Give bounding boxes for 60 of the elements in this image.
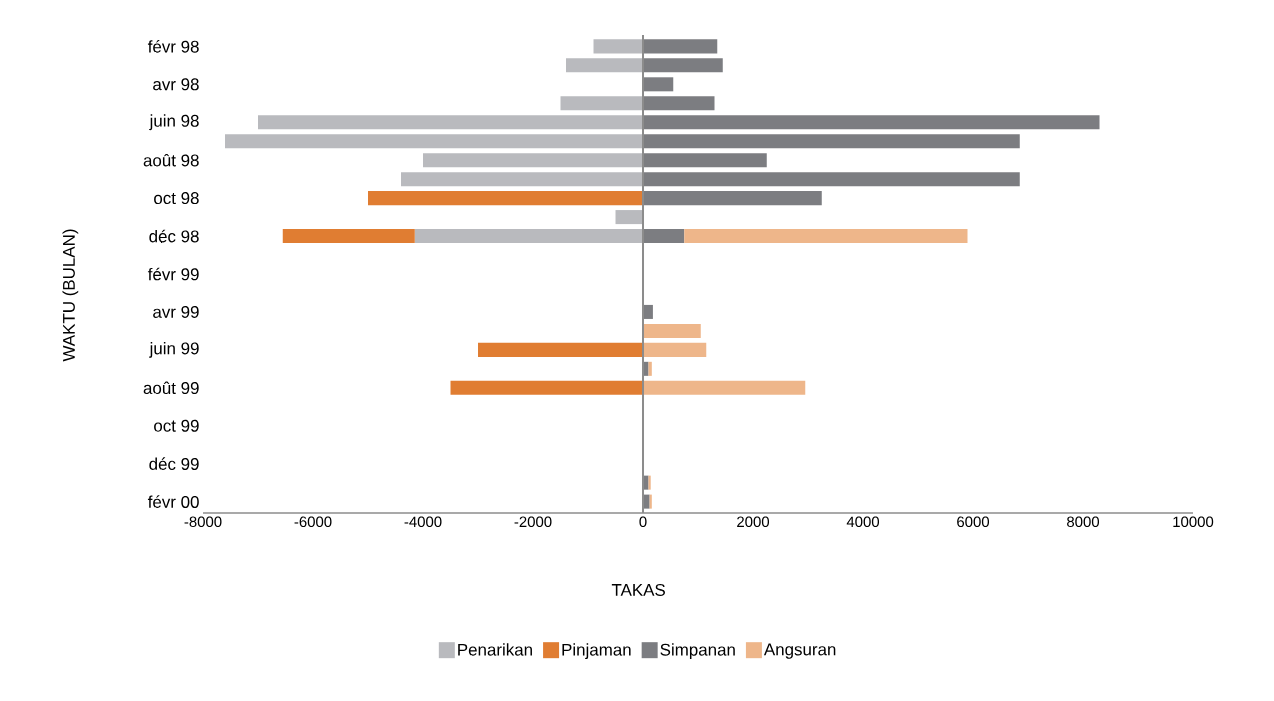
bar	[643, 58, 723, 73]
bar	[643, 172, 1020, 187]
y-tick-label: avr 98	[153, 78, 199, 91]
y-tick-label: juin 98	[149, 114, 199, 131]
y-tick-label: oct 98	[154, 192, 199, 205]
x-tick-label: 2000	[737, 516, 770, 528]
bar	[560, 96, 644, 111]
bar	[478, 342, 644, 357]
bar	[615, 210, 644, 225]
legend-label: Angsuran	[763, 643, 836, 659]
bar	[423, 153, 644, 168]
bar	[643, 39, 718, 54]
legend-label: Penarikan	[458, 643, 532, 656]
bar	[258, 115, 644, 130]
y-tick-label: déc 98	[149, 229, 199, 243]
bar	[643, 115, 1100, 130]
x-tick-label: -8000	[184, 516, 222, 528]
bar	[643, 77, 674, 92]
x-tick-label: 4000	[846, 516, 880, 528]
bar	[643, 323, 701, 338]
bar	[643, 304, 653, 319]
y-tick-label: févr 98	[147, 40, 199, 53]
bar	[593, 39, 644, 54]
bar	[643, 96, 715, 111]
bar	[643, 134, 1020, 149]
y-tick-label: févr 99	[147, 267, 199, 281]
x-tick-label: -2000	[514, 516, 552, 528]
bar	[401, 172, 644, 187]
bar	[368, 191, 644, 206]
x-tick-label: -6000	[294, 516, 332, 528]
y-tick-label: août 98	[143, 153, 199, 167]
bar	[648, 475, 651, 490]
bar	[643, 153, 767, 168]
y-tick-label: juin 99	[149, 341, 199, 358]
bar	[648, 361, 652, 376]
y-tick-label: août 99	[143, 381, 199, 395]
legend-label: Pinjaman	[562, 643, 631, 660]
bar	[450, 380, 644, 395]
bar	[643, 342, 707, 357]
x-tick-label: 0	[639, 516, 647, 528]
bar	[566, 58, 644, 73]
x-tick-label: 10000	[1173, 516, 1214, 528]
y-axis-title: WAKTU (BULAN)	[62, 229, 79, 362]
bar	[643, 229, 685, 244]
bar	[643, 380, 806, 395]
x-tick-label: 6000	[957, 516, 990, 528]
bar	[684, 229, 968, 244]
x-axis-title: TAKAS	[611, 583, 665, 596]
x-tick-label: -4000	[404, 516, 442, 528]
bar	[643, 191, 822, 206]
y-tick-label: avr 99	[153, 305, 199, 318]
legend-label: Simpanan	[660, 643, 735, 660]
x-tick-label: 8000	[1067, 516, 1100, 528]
bar	[414, 229, 644, 244]
y-tick-label: févr 00	[147, 495, 199, 508]
bar	[282, 229, 415, 244]
bar	[649, 494, 652, 509]
bar	[225, 134, 644, 149]
y-tick-label: déc 99	[149, 457, 199, 470]
y-tick-label: oct 99	[154, 419, 199, 432]
